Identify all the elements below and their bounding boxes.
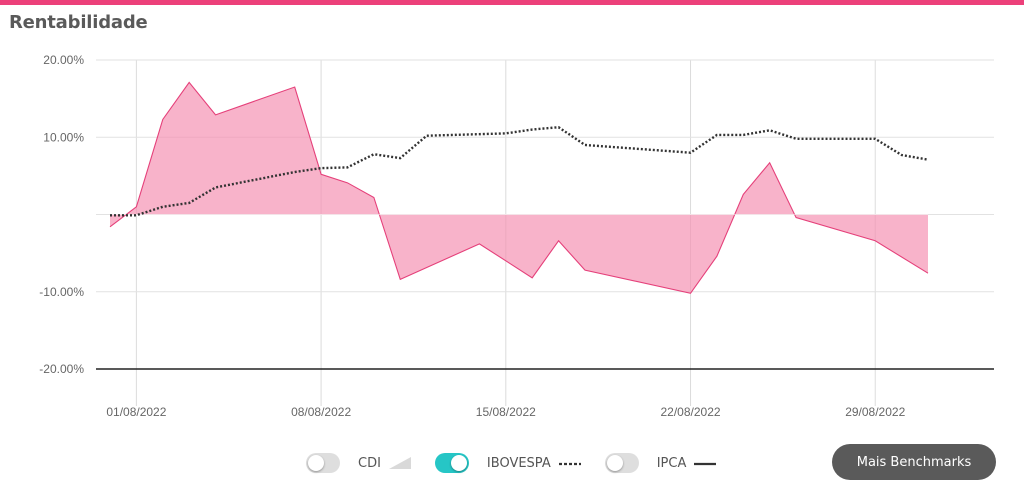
legend-label-ipca: IPCA <box>656 455 687 471</box>
toggle-knob <box>308 455 324 471</box>
area-triangle-icon <box>388 457 411 469</box>
y-tick-label: -20.00% <box>39 362 84 376</box>
returns-chart: 20.00% 10.00% -10.00% -20.00% 01/08/2022 08/0… <box>39 53 994 419</box>
legend-label-cdi: CDI <box>358 455 381 471</box>
x-tick-label: 29/08/2022 <box>845 405 905 419</box>
ibovespa-toggle[interactable] <box>434 453 469 473</box>
x-tick-label: 08/08/2022 <box>291 405 351 419</box>
legend-item-cdi[interactable]: CDI <box>306 453 411 473</box>
y-tick-label: -10.00% <box>39 285 84 299</box>
benchmark-legend: CDI IBOVESPA IPCA <box>306 453 740 473</box>
ibovespa-line <box>110 125 929 217</box>
legend-label-ibovespa: IBOVESPA <box>486 455 551 471</box>
legend-item-ipca[interactable]: IPCA <box>604 453 717 473</box>
x-tick-label: 22/08/2022 <box>660 405 720 419</box>
returns-line <box>109 81 929 294</box>
more-benchmarks-button[interactable]: Mais Benchmarks <box>832 444 996 480</box>
toggle-knob <box>450 455 467 471</box>
toggle-knob <box>606 455 623 471</box>
accent-top-bar <box>0 0 1024 5</box>
x-tick-label: 15/08/2022 <box>476 405 536 419</box>
dotted-line-icon <box>558 462 581 466</box>
x-tick-label: 01/08/2022 <box>106 405 166 419</box>
page-title: Rentabilidade <box>9 12 148 33</box>
y-tick-label: 10.00% <box>43 130 84 144</box>
legend-item-ibovespa[interactable]: IBOVESPA <box>434 453 581 473</box>
ipca-toggle[interactable] <box>604 453 639 473</box>
y-tick-label: 20.00% <box>43 53 84 67</box>
solid-line-icon <box>694 462 717 466</box>
returns-area <box>110 82 928 294</box>
cdi-toggle[interactable] <box>306 453 340 473</box>
